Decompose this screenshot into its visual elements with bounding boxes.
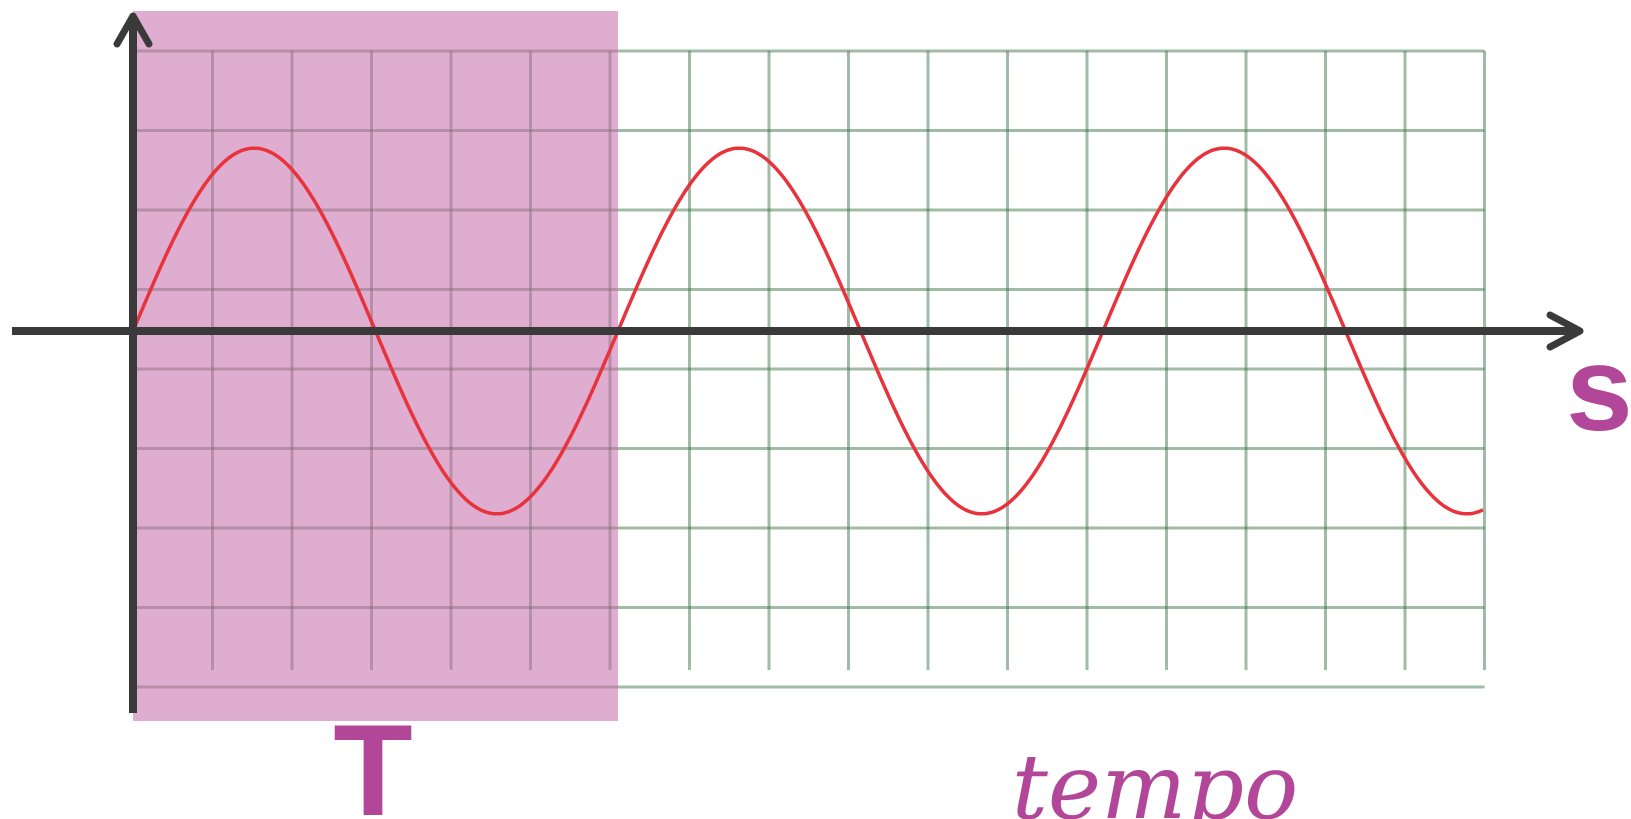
- time-axis-label: tempo: [1012, 735, 1299, 819]
- vertical-axis-arrowhead-icon: [113, 12, 153, 48]
- horizontal-axis-arrowhead-icon: [1546, 311, 1584, 351]
- horizontal-axis-label: s: [1566, 322, 1631, 456]
- period-label: T: [333, 697, 412, 819]
- period-highlight: [133, 11, 618, 721]
- sine-wave-curve: [131, 146, 1484, 516]
